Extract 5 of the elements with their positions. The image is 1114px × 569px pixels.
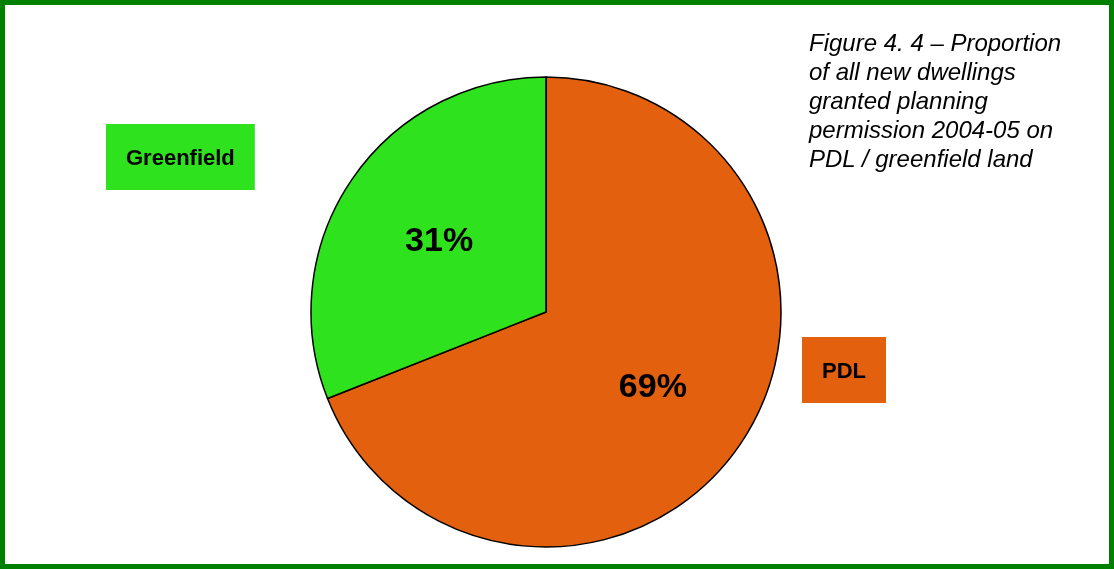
- data-label: 31%: [405, 220, 474, 259]
- slice-label: Greenfield: [126, 144, 235, 170]
- data-label: 69%: [618, 365, 687, 404]
- text: Figure 4. 4 – Proportion of all new dwellings granted planning permission 2004-05 on PDL / greenfield land: [808, 29, 1068, 172]
- slice-label: PDL: [822, 357, 866, 383]
